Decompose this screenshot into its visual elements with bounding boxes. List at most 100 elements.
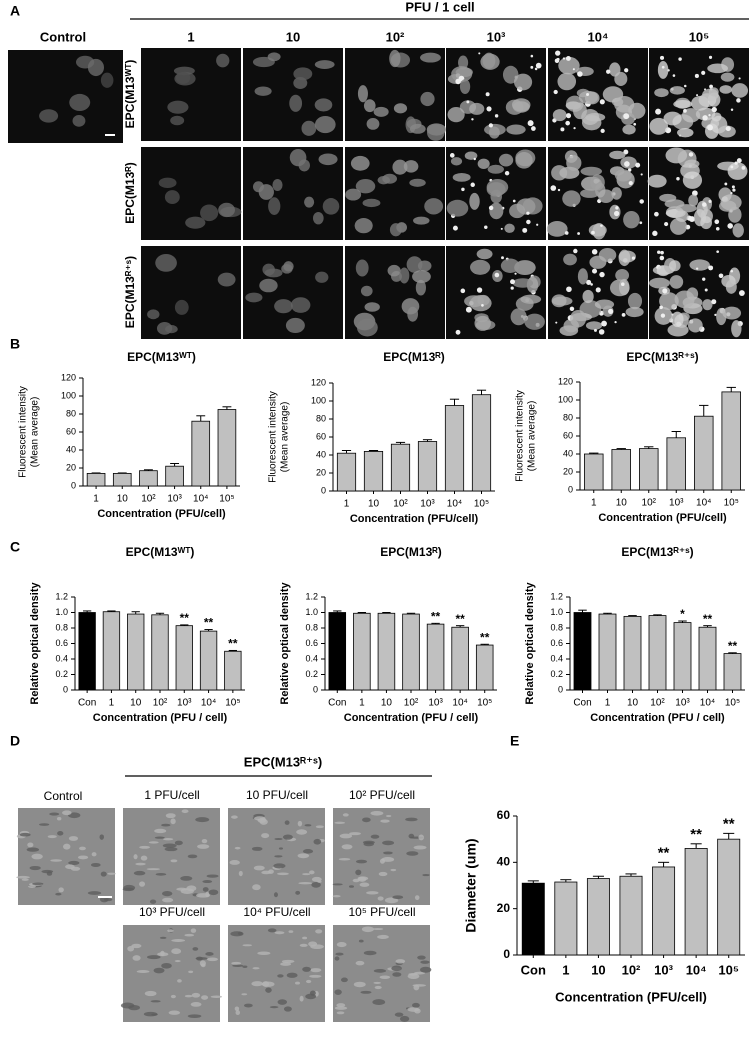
image-label: 10³ PFU/cell [139,905,205,919]
cell [107,872,116,875]
cell [55,892,62,896]
significance: * [680,607,685,621]
spot [481,304,484,307]
cell [566,155,582,171]
spot [652,230,658,237]
spot [522,227,528,233]
cell [201,838,208,844]
cell [265,987,272,993]
spot [730,269,734,273]
cell [175,71,191,84]
cell [718,187,732,202]
x-tick-label: 10⁴ [193,494,208,505]
cell [514,260,536,276]
cell [418,834,425,841]
cell [622,124,636,135]
cell [732,223,744,238]
y-tick-label: 80 [66,408,76,418]
spot [621,312,626,317]
spot [485,92,490,97]
cell [334,1006,348,1010]
x-tick-label: 10 [117,494,129,505]
y-axis-label: Fluorescent intensity [18,386,29,478]
x-tick-label: 10³ [167,494,182,505]
spot [639,221,643,225]
x-axis-label: Concentration (PFU/cell) [598,512,727,524]
spot [536,223,539,226]
cell [611,187,622,200]
cell [229,860,240,865]
cell [149,899,157,904]
spot [510,279,516,285]
significance: ** [431,610,441,624]
cell [231,815,238,819]
spot [466,100,470,104]
spot [683,109,687,113]
cell [669,275,684,289]
x-tick-label: 10 [130,698,142,709]
y-tick-label: 0.4 [305,653,318,663]
y-tick-label: 20 [316,467,326,477]
cell [290,297,311,313]
cell [707,63,728,74]
y-tick-label: 20 [66,462,76,472]
cell [253,865,265,871]
spot [591,249,598,255]
x-tick-label: 10⁴ [686,962,707,977]
cell [170,859,178,863]
cell [403,160,419,173]
cell [424,198,444,215]
cell [205,891,210,898]
cell [251,846,263,851]
row-label: EPC(M13ᴿ) [123,162,137,224]
cell [314,116,336,134]
cell [546,221,568,237]
bar [217,409,237,487]
y-tick-label: 60 [497,808,511,822]
spot [662,288,668,294]
y-tick-label: 1.2 [550,591,563,601]
cell [348,885,355,888]
cell [469,192,480,210]
cell [557,72,577,91]
cell [392,972,402,977]
bar [139,470,158,487]
cell [21,878,29,881]
column-label: 10⁵ [689,29,710,44]
bar [698,626,717,691]
cell [370,810,384,816]
cell [357,85,368,103]
cell [649,277,670,289]
spot [657,250,661,254]
cell [580,166,602,176]
x-tick-label: 1 [344,499,350,510]
cell [254,816,266,821]
image-label: 10² PFU/cell [349,788,415,802]
cell [181,809,189,814]
cell [158,177,177,189]
cell [366,891,379,895]
cell [614,71,628,86]
y-tick-label: 100 [558,394,573,404]
cell [342,813,349,817]
cell [577,268,588,285]
cell [252,884,261,891]
cell [585,321,603,330]
y-tick-label: 0.2 [550,669,563,679]
cell [383,851,393,855]
cell [103,898,113,902]
spot [718,273,724,279]
cell [654,88,669,98]
cell [524,313,545,330]
y-tick-label: 80 [563,412,573,422]
cell [582,289,594,304]
x-tick-label: 10² [404,698,419,709]
cell [387,264,401,277]
cell [674,290,695,309]
cell [377,176,391,185]
cell [280,962,292,966]
cell [659,292,679,311]
spot [727,223,733,229]
spot [709,84,713,89]
cell [267,928,277,933]
